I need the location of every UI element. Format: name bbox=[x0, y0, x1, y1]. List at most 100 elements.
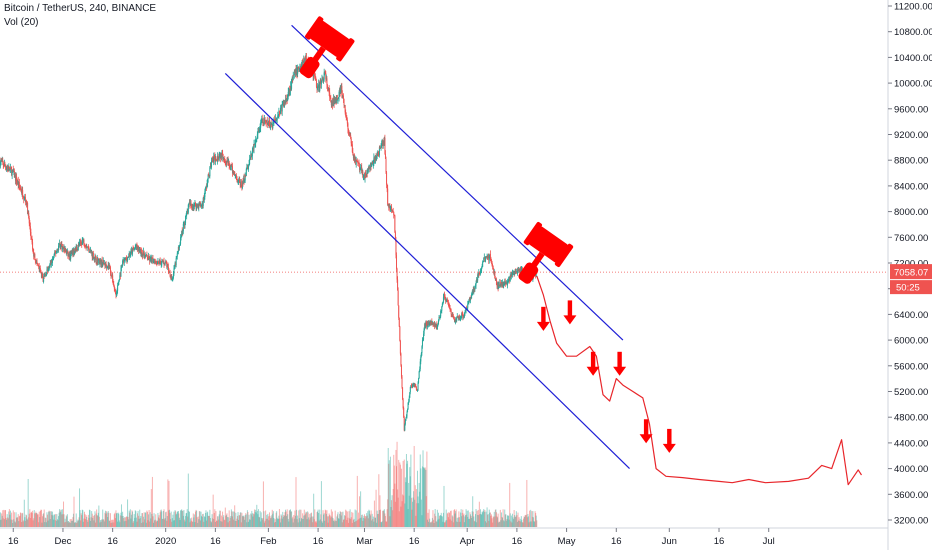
volume-bar bbox=[192, 513, 194, 527]
gavel-neck bbox=[311, 46, 326, 63]
volume-bar bbox=[478, 515, 480, 527]
volume-bar bbox=[460, 509, 462, 527]
volume-bar bbox=[148, 510, 150, 527]
volume-bar bbox=[466, 514, 468, 527]
candle-body bbox=[409, 392, 411, 398]
candle-body bbox=[476, 279, 478, 281]
volume-bar bbox=[237, 512, 239, 527]
volume-bar bbox=[120, 504, 122, 527]
volume-bar bbox=[183, 519, 185, 527]
candle-body bbox=[489, 253, 491, 257]
volume-bar bbox=[460, 512, 462, 527]
volume-bar bbox=[63, 514, 65, 527]
volume-bar bbox=[513, 510, 515, 527]
volume-bar bbox=[42, 514, 44, 527]
candle-body bbox=[31, 238, 33, 243]
candle-body bbox=[245, 169, 247, 176]
volume-bar bbox=[130, 514, 132, 527]
volume-bar bbox=[132, 511, 134, 527]
volume-bar bbox=[102, 519, 104, 527]
candle-body bbox=[381, 143, 383, 146]
candle-body bbox=[373, 157, 375, 161]
candle-body bbox=[362, 171, 364, 177]
candle-body bbox=[75, 247, 77, 250]
volume-bar bbox=[198, 511, 200, 527]
volume-bar bbox=[105, 513, 107, 527]
volume-bar bbox=[495, 512, 497, 527]
candle-body bbox=[6, 168, 8, 169]
volume-bar bbox=[288, 521, 290, 527]
volume-bar bbox=[414, 499, 416, 527]
volume-bar bbox=[274, 519, 276, 527]
volume-bar bbox=[462, 509, 464, 527]
volume-bar bbox=[209, 517, 211, 527]
candle-body bbox=[379, 147, 381, 149]
volume-bar bbox=[31, 513, 33, 527]
volume-bar bbox=[220, 515, 222, 527]
candle-body bbox=[296, 67, 298, 76]
candle-body bbox=[70, 253, 72, 259]
candle-body bbox=[155, 261, 157, 263]
candle-body bbox=[479, 270, 481, 274]
candle-body bbox=[329, 97, 331, 99]
candle-body bbox=[208, 175, 210, 177]
volume-bar bbox=[275, 512, 277, 527]
candle-body bbox=[127, 256, 129, 261]
volume-bar bbox=[277, 519, 279, 527]
volume-bar bbox=[443, 485, 445, 527]
candle-body bbox=[163, 261, 165, 265]
volume-bar bbox=[280, 514, 282, 527]
candle-body bbox=[330, 97, 332, 103]
candle-body bbox=[389, 206, 391, 211]
candle-body bbox=[219, 155, 221, 159]
volume-bar bbox=[378, 510, 380, 527]
volume-bar bbox=[293, 514, 295, 527]
volume-bar bbox=[254, 509, 256, 527]
volume-bar bbox=[125, 520, 127, 527]
candle-body bbox=[370, 162, 372, 169]
candle-body bbox=[185, 215, 187, 224]
volume-bar bbox=[143, 512, 145, 527]
volume-bar bbox=[327, 522, 329, 527]
candle-body bbox=[221, 150, 223, 158]
candle-body bbox=[393, 212, 395, 216]
volume-bar bbox=[187, 473, 189, 527]
candle-body bbox=[437, 320, 439, 325]
volume-bar bbox=[48, 511, 50, 527]
candle-body bbox=[453, 319, 455, 322]
volume-bar bbox=[458, 511, 460, 527]
candle-body bbox=[286, 98, 288, 101]
volume-bar bbox=[56, 514, 58, 527]
volume-bar bbox=[277, 518, 279, 527]
candle-body bbox=[152, 258, 154, 263]
candle-body bbox=[187, 211, 189, 213]
volume-bar bbox=[436, 521, 438, 527]
candle-body bbox=[344, 105, 346, 113]
candle-body bbox=[7, 168, 9, 169]
candle-body bbox=[65, 252, 67, 253]
candle-body bbox=[184, 223, 186, 226]
y-tick-label: 7600.00 bbox=[894, 233, 928, 244]
candle-body bbox=[280, 107, 282, 114]
candle-body bbox=[460, 316, 462, 319]
volume-bar bbox=[403, 495, 405, 527]
volume-bar bbox=[252, 516, 254, 527]
volume-bar bbox=[21, 513, 23, 527]
candle-body bbox=[414, 384, 416, 387]
volume-bar bbox=[14, 522, 16, 527]
candle-body bbox=[368, 167, 370, 169]
y-tick-label: 3600.00 bbox=[894, 490, 928, 501]
candle-body bbox=[148, 256, 150, 260]
candle-body bbox=[13, 170, 15, 173]
volume-bar bbox=[498, 521, 500, 527]
candle-body bbox=[30, 237, 32, 239]
candle-body bbox=[227, 160, 229, 162]
candle-body bbox=[112, 275, 114, 283]
candle-body bbox=[289, 90, 291, 94]
countdown-tag bbox=[890, 280, 932, 295]
candle-body bbox=[355, 160, 357, 165]
candle-body bbox=[46, 269, 48, 272]
volume-bar bbox=[98, 516, 100, 527]
x-tick-label: 16 bbox=[8, 536, 19, 547]
